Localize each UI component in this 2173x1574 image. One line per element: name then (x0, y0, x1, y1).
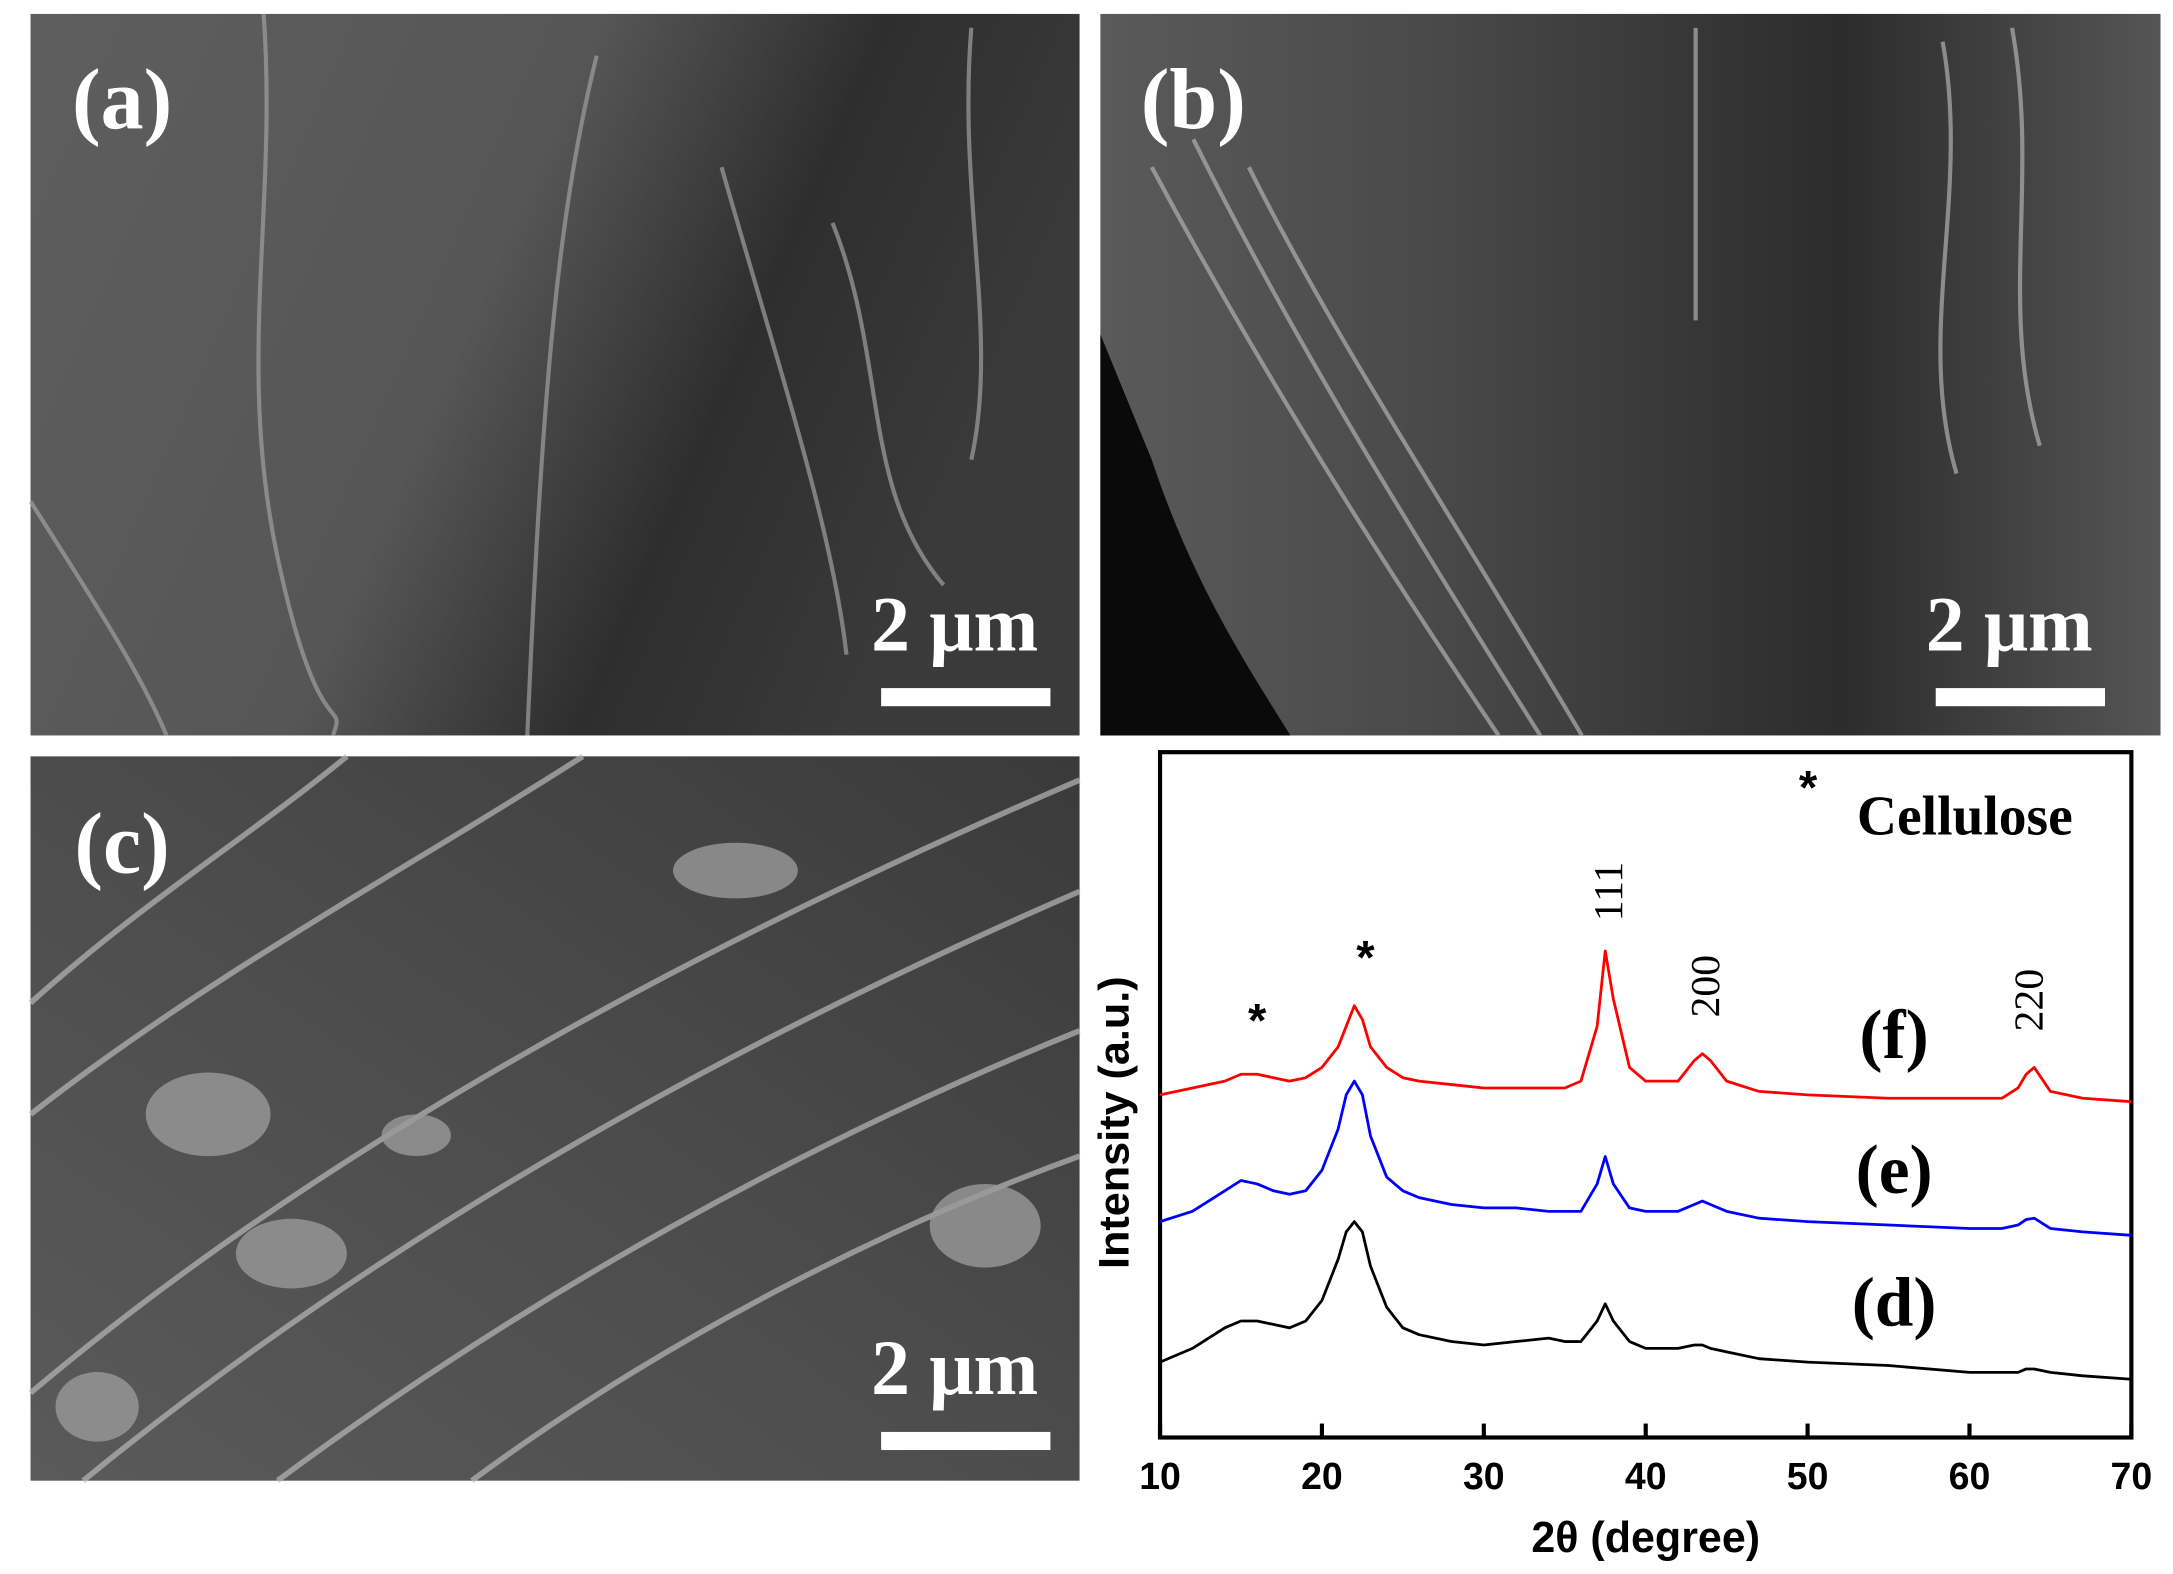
x-tick-label: 60 (1949, 1455, 1991, 1497)
xrd-chart: 2θ (degree) Intensity (a.u.) 10 20 30 40 50 6… (1090, 750, 2153, 1562)
series-label: (e) (1856, 1132, 1933, 1209)
x-tick-label: 50 (1787, 1455, 1829, 1497)
wrinkles (28, 754, 1081, 1483)
particles (55, 842, 1041, 1442)
scale-bar (881, 688, 1051, 707)
scale-bar (881, 1431, 1051, 1451)
xrd-line (1159, 949, 2132, 1104)
wrinkles (28, 13, 984, 737)
x-tick-label: 20 (1301, 1455, 1343, 1497)
panel-label: (b) (1141, 51, 1246, 147)
annotation: * (1356, 932, 1375, 985)
y-axis-title: Intensity (a.u.) (1090, 976, 1138, 1269)
x-tick-label: 30 (1463, 1455, 1505, 1497)
sem-image-b: (b) 2 μm (1100, 13, 2161, 737)
dark-region (1100, 334, 1291, 736)
series-label: (d) (1852, 1264, 1937, 1341)
annotation: Cellulose (1857, 786, 2073, 848)
annotation: * (1799, 762, 1818, 815)
plot-frame (1157, 750, 2134, 1440)
sem-background (1100, 13, 2161, 736)
annotation: 111 (1586, 862, 1632, 922)
annotation: * (1248, 994, 1267, 1047)
x-axis-title: 2θ (degree) (1531, 1514, 1760, 1562)
x-tick-label: 70 (2111, 1455, 2153, 1497)
sem-image-a: (a) 2 μm (28, 13, 1080, 737)
panel-label: (c) (74, 795, 169, 891)
x-tick-label: 10 (1139, 1455, 1181, 1497)
wrinkles (1149, 27, 2042, 737)
xrd-line (1159, 1079, 2132, 1237)
scale-bar-label: 2 μm (871, 581, 1038, 667)
series-label: (f) (1859, 997, 1928, 1074)
xrd-line (1159, 1220, 2132, 1381)
scale-bar (1935, 688, 2106, 707)
scale-bar-label: 2 μm (871, 1325, 1038, 1411)
sem-image-c: (c) 2 μm (28, 754, 1081, 1483)
annotation: 220 (2006, 969, 2052, 1032)
panel-label: (a) (72, 51, 172, 147)
x-tick-label: 40 (1625, 1455, 1667, 1497)
annotation: 200 (1683, 955, 1729, 1018)
scale-bar-label: 2 μm (1926, 581, 2093, 667)
sem-background (30, 13, 1080, 736)
